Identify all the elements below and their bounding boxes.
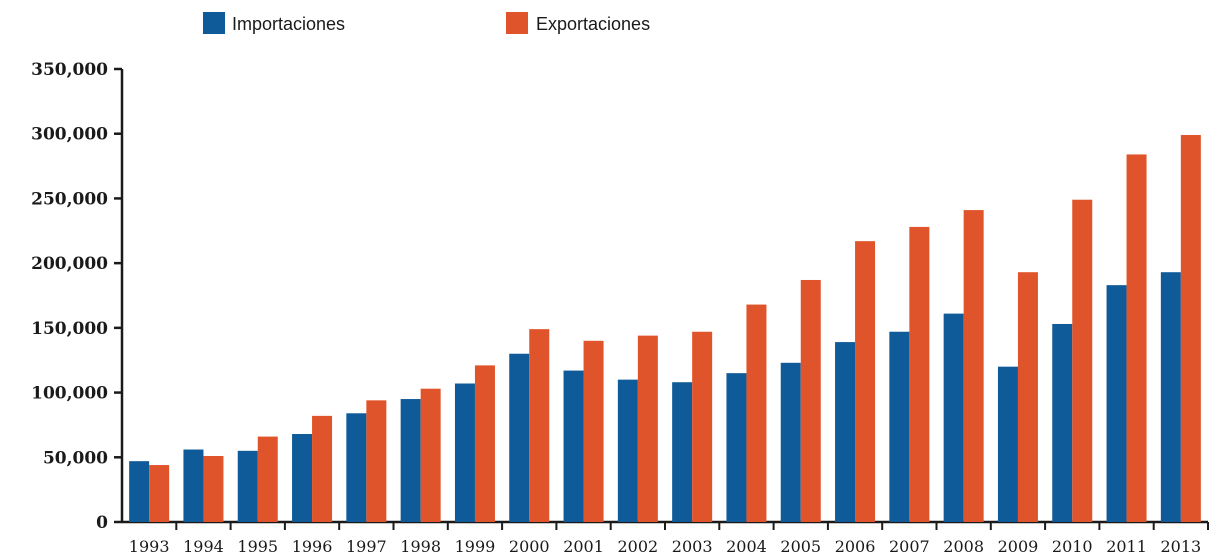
x-tick-label: 2002 <box>617 537 658 556</box>
bar-importaciones-2001 <box>563 370 584 522</box>
x-tick-label: 1997 <box>346 537 387 556</box>
bar-importaciones-2013 <box>1160 272 1181 522</box>
x-tick-label: 1994 <box>183 537 224 556</box>
y-axis: 0 50,000 100,000 150,000 200,000 250,000 300,0… <box>31 60 124 533</box>
x-tick-label: 2005 <box>780 537 821 556</box>
y-tick-label: 150,000 <box>31 319 108 339</box>
x-tick-label: 1993 <box>129 537 170 556</box>
x-tick-label: 2006 <box>835 537 876 556</box>
y-tick-label: 50,000 <box>43 448 108 468</box>
bar-importaciones-1993 <box>129 461 150 522</box>
bar-exportaciones-1996 <box>312 415 333 522</box>
x-tick-label: 2007 <box>889 537 930 556</box>
legend: Importaciones Exportaciones <box>203 12 650 34</box>
y-tick-label: 300,000 <box>31 125 108 145</box>
legend-label-importaciones: Importaciones <box>232 14 345 34</box>
x-tick-label: 1999 <box>455 537 496 556</box>
bar-importaciones-1996 <box>292 433 313 522</box>
bar-importaciones-1998 <box>400 399 421 522</box>
bar-exportaciones-1993 <box>149 465 170 522</box>
legend-swatch-exportaciones <box>506 12 528 34</box>
y-tick-label: 0 <box>96 513 108 533</box>
bar-importaciones-2008 <box>943 313 964 522</box>
bar-importaciones-1995 <box>237 450 258 522</box>
bar-exportaciones-2011 <box>1126 154 1147 522</box>
bar-exportaciones-2000 <box>529 329 550 522</box>
bar-exportaciones-2009 <box>1017 272 1038 522</box>
bar-importaciones-2007 <box>889 331 910 522</box>
bar-exportaciones-1998 <box>420 388 441 522</box>
bar-importaciones-2003 <box>672 382 693 522</box>
bar-exportaciones-2003 <box>692 331 713 522</box>
bar-importaciones-2004 <box>726 373 747 522</box>
bar-exportaciones-1997 <box>366 400 387 522</box>
x-tick-label: 2001 <box>563 537 604 556</box>
bar-exportaciones-2005 <box>800 279 821 522</box>
bar-importaciones-2002 <box>617 379 638 522</box>
x-tick-label: 2000 <box>509 537 550 556</box>
bar-exportaciones-2004 <box>746 304 767 522</box>
bar-exportaciones-2013 <box>1180 135 1201 522</box>
x-tick-label: 1996 <box>292 537 333 556</box>
x-tick-label: 2008 <box>943 537 984 556</box>
bar-exportaciones-2002 <box>637 335 658 522</box>
x-tick-label: 2004 <box>726 537 767 556</box>
bar-exportaciones-1999 <box>474 365 495 522</box>
x-tick-label: 2009 <box>998 537 1039 556</box>
bar-importaciones-2006 <box>835 342 856 522</box>
x-tick-label: 2013 <box>1160 537 1201 556</box>
bars <box>129 135 1201 523</box>
y-tick-label: 200,000 <box>31 254 108 274</box>
y-tick-label: 350,000 <box>31 60 108 80</box>
bar-exportaciones-2007 <box>909 226 930 522</box>
bar-exportaciones-2001 <box>583 340 604 522</box>
legend-swatch-importaciones <box>203 12 225 34</box>
x-tick-label: 1998 <box>400 537 441 556</box>
bar-exportaciones-2010 <box>1072 199 1093 523</box>
x-tick-label: 1995 <box>237 537 278 556</box>
x-tick-label: 2003 <box>672 537 713 556</box>
bar-importaciones-2000 <box>509 353 530 522</box>
bar-exportaciones-2006 <box>855 241 876 522</box>
bar-importaciones-2009 <box>997 366 1018 522</box>
bar-importaciones-1999 <box>454 383 475 522</box>
bar-importaciones-1994 <box>183 449 204 522</box>
bar-exportaciones-2008 <box>963 210 984 522</box>
x-tick-label: 2011 <box>1106 537 1147 556</box>
x-axis: 1993 1994 1995 1996 1997 1998 1999 2000 2001 2002… <box>122 520 1209 556</box>
y-tick-label: 250,000 <box>31 189 108 209</box>
bar-importaciones-1997 <box>346 413 367 522</box>
bar-importaciones-2011 <box>1106 285 1127 522</box>
bar-exportaciones-1994 <box>203 455 224 522</box>
bar-importaciones-2005 <box>780 362 801 522</box>
y-tick-label: 100,000 <box>31 384 108 404</box>
x-tick-label: 2010 <box>1052 537 1093 556</box>
legend-label-exportaciones: Exportaciones <box>536 14 650 34</box>
bar-exportaciones-1995 <box>257 436 278 522</box>
bar-importaciones-2010 <box>1052 323 1073 522</box>
